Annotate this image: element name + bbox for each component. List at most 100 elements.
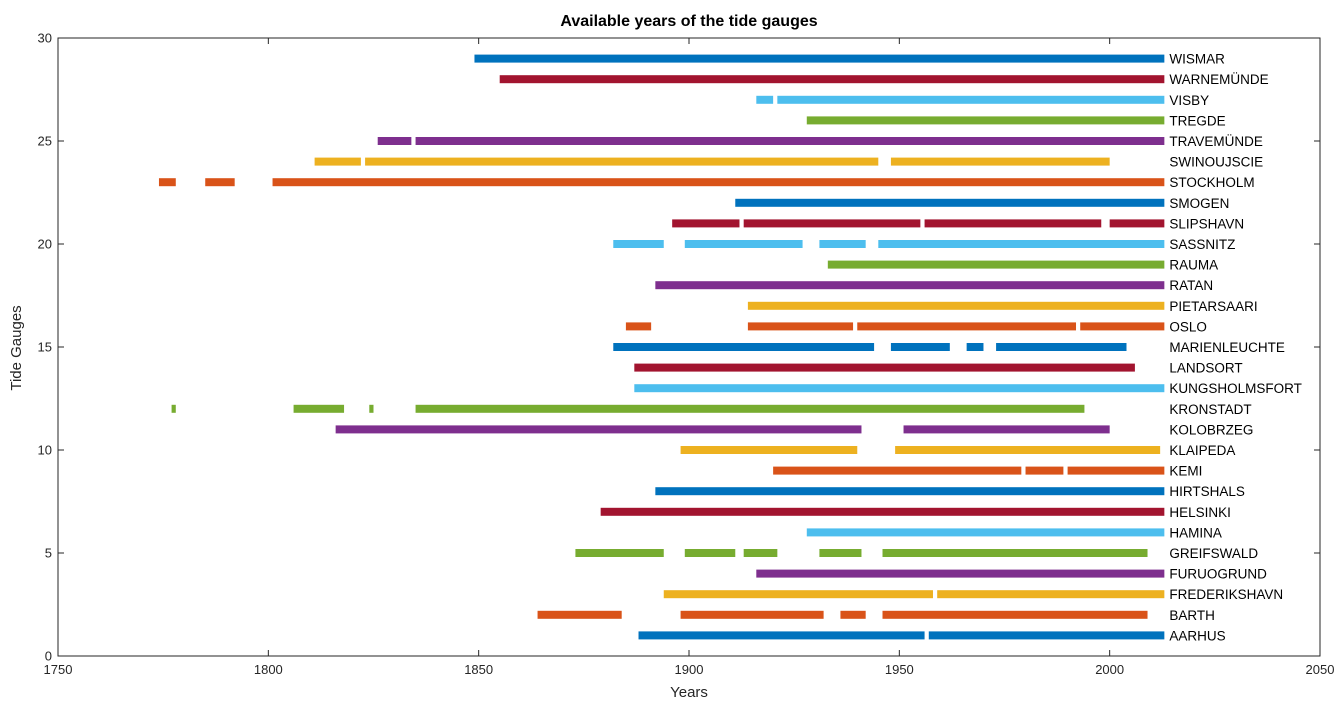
y-tick-label: 15 (38, 340, 52, 355)
availability-bar (966, 343, 984, 351)
availability-bar (171, 404, 176, 413)
availability-bar (895, 446, 1161, 454)
gauge-label: HAMINA (1169, 525, 1222, 540)
y-axis-title: Tide Gauges (8, 305, 25, 390)
gauge-label: KEMI (1169, 464, 1202, 479)
gauge-label: RATAN (1169, 278, 1213, 293)
availability-bar (743, 549, 778, 557)
availability-bar (840, 610, 866, 619)
availability-bar (655, 281, 1165, 290)
availability-bar (747, 322, 854, 331)
availability-bar (499, 75, 1165, 84)
gauge-label: SMOGEN (1169, 196, 1229, 211)
availability-bar (575, 549, 664, 557)
x-tick-label: 1850 (464, 662, 493, 677)
gauge-label: AARHUS (1169, 628, 1225, 643)
availability-bar (882, 610, 1148, 619)
availability-bar (890, 343, 950, 351)
availability-bar (638, 631, 925, 640)
availability-bar (1067, 466, 1165, 475)
y-tick-label: 30 (38, 31, 52, 46)
availability-bar (474, 54, 1165, 63)
availability-bar (756, 95, 774, 104)
availability-bar (600, 507, 1165, 516)
chart-title: Available years of the tide gauges (560, 13, 817, 30)
availability-bar (878, 240, 1165, 248)
availability-bar (1080, 322, 1165, 331)
gauge-label: HELSINKI (1169, 505, 1231, 520)
availability-bar (777, 95, 1165, 104)
x-tick-label: 2050 (1306, 662, 1335, 677)
availability-bar (613, 240, 664, 248)
availability-bar (743, 219, 921, 228)
availability-bars (158, 54, 1165, 640)
availability-bar (293, 404, 345, 413)
availability-bar (415, 404, 1085, 413)
gauge-label: FURUOGRUND (1169, 567, 1267, 582)
gauge-label: SLIPSHAVN (1169, 216, 1244, 231)
gauge-label: OSLO (1169, 319, 1207, 334)
availability-bar (634, 363, 1135, 372)
y-tick-label: 10 (38, 443, 52, 458)
gauge-label: TRAVEMÜNDE (1169, 134, 1263, 149)
availability-bar (756, 569, 1165, 578)
availability-bar (996, 343, 1127, 351)
availability-bar (272, 178, 1165, 187)
gauge-label: KUNGSHOLMSFORT (1169, 381, 1302, 396)
availability-bar (1109, 219, 1165, 228)
gauge-label: KOLOBRZEG (1169, 422, 1253, 437)
availability-bar (735, 198, 1165, 207)
availability-bar (655, 487, 1165, 496)
x-tick-label: 1950 (885, 662, 914, 677)
availability-bar (365, 157, 879, 166)
gauge-label: MARIENLEUCHTE (1169, 340, 1285, 355)
availability-bar (937, 590, 1165, 599)
x-tick-label: 1800 (254, 662, 283, 677)
gauge-label: SASSNITZ (1169, 237, 1235, 252)
availability-bar (903, 425, 1110, 434)
availability-bar (819, 240, 866, 248)
availability-bar (672, 219, 740, 228)
gauge-label: KLAIPEDA (1169, 443, 1235, 458)
x-tick-label: 1900 (675, 662, 704, 677)
availability-bar (890, 157, 1110, 166)
availability-bar (613, 343, 875, 351)
availability-bar (819, 549, 862, 557)
axis-ticks: 1750 1800 1850 1900 1950 2000 2050 0 5 10 15 20 25 30 (38, 31, 1335, 678)
gauge-label: FREDERIKSHAVN (1169, 587, 1283, 602)
availability-bar (634, 384, 1165, 393)
availability-bar (377, 137, 412, 145)
availability-bar (158, 178, 176, 187)
gauge-label: GREIFSWALD (1169, 546, 1258, 561)
availability-bar (1025, 466, 1064, 475)
availability-bar (680, 446, 858, 454)
availability-bar (680, 610, 824, 619)
availability-bar (747, 301, 1165, 310)
availability-bar (537, 610, 622, 619)
availability-bar (684, 549, 736, 557)
availability-bar (924, 219, 1102, 228)
gauge-label: RAUMA (1169, 258, 1218, 273)
gauge-label: BARTH (1169, 608, 1215, 623)
availability-bar (806, 528, 1165, 537)
gauge-label: LANDSORT (1169, 361, 1242, 376)
availability-bar (773, 466, 1022, 475)
y-tick-label: 5 (45, 546, 52, 561)
x-tick-label: 1750 (44, 662, 73, 677)
availability-bar (625, 322, 652, 331)
availability-bar (663, 590, 933, 599)
gauge-labels: AARHUS BARTH FREDERIKSHAVN FURUOGRUND GREIFS… (1169, 52, 1302, 644)
availability-bar (205, 178, 235, 187)
availability-bar (369, 404, 374, 413)
y-tick-label: 20 (38, 237, 52, 252)
availability-bar (415, 137, 1165, 145)
gauge-label: STOCKHOLM (1169, 175, 1254, 190)
availability-bar (335, 425, 862, 434)
gauge-label: VISBY (1169, 93, 1209, 108)
gauge-label: WARNEMÜNDE (1169, 72, 1268, 87)
gauge-label: KRONSTADT (1169, 402, 1251, 417)
availability-bar (314, 157, 361, 166)
availability-bar (684, 240, 803, 248)
gauge-label: PIETARSAARI (1169, 299, 1257, 314)
